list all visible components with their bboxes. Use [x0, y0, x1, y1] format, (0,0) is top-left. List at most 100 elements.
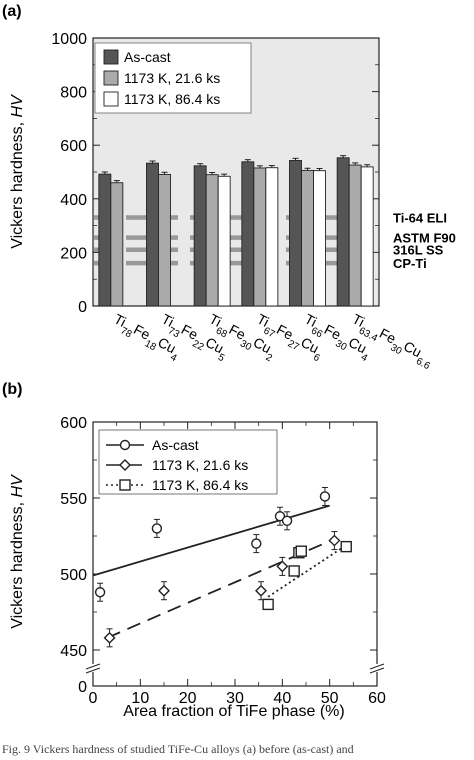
y-tick-label: 1000 — [51, 31, 87, 48]
x-tick-label: 30 — [226, 690, 244, 707]
panel-a-y-axis-label-text: Vickers hardness, — [9, 117, 26, 248]
x-tick-label-element: Cu — [155, 334, 178, 357]
legend-label: 1173 K, 21.6 ks — [124, 70, 220, 86]
panel-b-y-axis-label-italic: HV — [9, 474, 26, 498]
data-point-circle — [151, 523, 163, 534]
x-tick-label-subscript: 30 — [238, 338, 253, 353]
x-tick-label-subscript: 6 — [312, 352, 322, 365]
y-tick-label: 450 — [60, 643, 87, 660]
bar — [313, 170, 326, 307]
bar — [241, 161, 255, 307]
y-tick-label: 550 — [60, 491, 87, 508]
data-point-diamond — [103, 631, 116, 644]
panel-b-y-axis-label: Vickers hardness, HV — [9, 474, 26, 629]
x-tick-label: 0 — [89, 690, 98, 707]
x-tick-label-subscript: 4 — [169, 352, 179, 365]
panel-a-bars — [98, 155, 374, 307]
x-tick-label-subscript: 68 — [214, 325, 229, 340]
x-tick-label-subscript: 4 — [359, 352, 369, 365]
panel-a-label: (a) — [2, 3, 22, 20]
x-tick-label-subscript: 66 — [309, 325, 324, 340]
x-tick-label: Ti68Fe30Cu2 — [204, 311, 279, 365]
x-tick-label: 40 — [273, 690, 291, 707]
x-tick-label: 60 — [368, 690, 386, 707]
y-tick-label: 0 — [78, 679, 87, 696]
panel-a-legend: As-cast 1173 K, 21.6 ks 1173 K, 86.4 ks — [94, 42, 252, 114]
legend-label: 1173 K, 86.4 ks — [124, 91, 220, 107]
data-point-square — [262, 598, 274, 611]
panel-a-y-axis-label: Vickers hardness, HV — [9, 94, 26, 249]
x-tick-label-element: Cu — [401, 338, 424, 361]
bar — [301, 169, 314, 307]
data-point-diamond — [328, 534, 341, 547]
panel-a-legend-box — [94, 42, 252, 114]
y-tick-label: 500 — [60, 567, 87, 584]
panel-b-points — [94, 486, 352, 648]
bar — [205, 174, 219, 307]
x-tick-label: Ti63.4Fe30Cu6.6 — [347, 311, 437, 372]
axis-break-mark — [85, 667, 101, 674]
bar — [289, 160, 302, 307]
legend-swatch — [103, 91, 119, 107]
data-point-circle — [274, 511, 286, 522]
x-tick-label-subscript: 2 — [264, 352, 274, 365]
bar — [360, 166, 374, 307]
data-point-diamond — [119, 459, 131, 471]
data-point-circle — [251, 538, 262, 549]
data-point-square — [119, 479, 131, 491]
y-tick-label: 600 — [60, 138, 87, 155]
axis-break-gap — [89, 664, 97, 672]
figure-caption: Fig. 9 Vickers hardness of studied TiFe-… — [2, 742, 354, 756]
legend-label: 1173 K, 21.6 ks — [152, 457, 248, 473]
panel-b-y-axis-label-text: Vickers hardness, — [9, 497, 26, 628]
x-tick-label-subscript: 30 — [389, 342, 404, 357]
data-point-square — [340, 540, 352, 553]
legend-label: 1173 K, 86.4 ks — [152, 477, 248, 493]
data-point-circle — [319, 491, 331, 502]
panel-b-x-axis-label: Area fraction of TiFe phase (%) — [123, 703, 344, 720]
panel-b-label: (b) — [2, 381, 22, 398]
data-point-square — [288, 565, 300, 577]
x-tick-label: Ti78Fe18Cu4 — [109, 311, 184, 365]
bar — [110, 182, 124, 307]
x-tick-label-subscript: 78 — [119, 325, 134, 340]
x-tick-label-element: Cu — [346, 334, 369, 357]
y-tick-label: 0 — [78, 299, 87, 316]
x-tick-label: Ti66Fe30Cu4 — [300, 311, 375, 365]
x-tick-label-subscript: 22 — [191, 338, 206, 353]
legend-label: As-cast — [152, 437, 199, 453]
legend-swatch — [103, 49, 119, 65]
bar — [253, 167, 267, 307]
legend-swatch — [103, 70, 119, 86]
y-tick-label: 200 — [60, 245, 87, 262]
x-tick-label-subscript: 30 — [334, 338, 349, 353]
reference-line-label: CP-Ti — [393, 256, 427, 271]
x-tick-label: Ti73Fe22Cu5 — [157, 311, 232, 365]
axis-break-mark — [85, 663, 101, 670]
x-tick-label-element: Fe — [131, 321, 153, 343]
axis-break-mark-right — [369, 667, 385, 674]
axis-break-gap-right — [373, 664, 381, 672]
x-tick-label-subscript: 18 — [143, 338, 158, 353]
data-point-circle — [281, 515, 293, 526]
bar — [146, 162, 159, 307]
reference-line-label: Ti-64 ELI — [393, 211, 447, 226]
y-tick-label: 800 — [60, 85, 87, 102]
panel-b-legend: As-cast 1173 K, 21.6 ks 1173 K, 86.4 ks — [98, 429, 278, 495]
x-tick-label-element: Fe — [377, 325, 399, 347]
data-point-diamond — [158, 584, 170, 597]
x-tick-label-subscript: 5 — [216, 352, 226, 365]
x-tick-label-element: Cu — [298, 334, 321, 357]
panel-a-y-ticks: 0 200 400 600 800 1000 — [51, 31, 379, 316]
bar — [158, 173, 171, 307]
fit-line — [267, 542, 350, 598]
panel-a-x-tick-labels: Ti78Fe18Cu4Ti73Fe22Cu5Ti68Fe30Cu2Ti67Fe2… — [109, 311, 437, 372]
x-tick-label-subscript: 73 — [166, 325, 181, 340]
y-tick-label: 400 — [60, 192, 87, 209]
bar — [336, 157, 350, 307]
x-tick-label-element: Fe — [226, 321, 248, 343]
